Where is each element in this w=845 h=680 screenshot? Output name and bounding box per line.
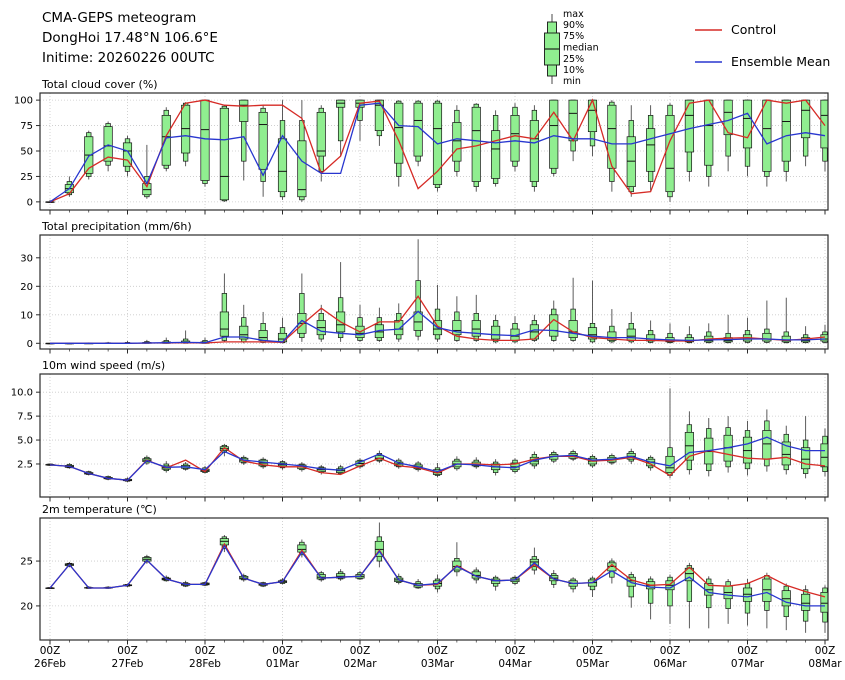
x-axis-labels: 00Z26Feb00Z27Feb00Z28Feb00Z01Mar00Z02Mar… xyxy=(34,645,842,670)
x-tick-hour: 00Z xyxy=(815,645,836,657)
panel-border xyxy=(39,517,829,641)
x-tick-date: 03Mar xyxy=(421,658,455,670)
x-tick-date: 28Feb xyxy=(189,658,221,670)
axes-ticks: 0 10 20 30 xyxy=(20,253,826,354)
y-tick-label: 75 xyxy=(20,121,33,132)
legend-box-label: 75% xyxy=(563,31,584,42)
x-tick-date: 02Mar xyxy=(343,658,377,670)
panel-border xyxy=(39,234,829,350)
x-tick-date: 05Mar xyxy=(576,658,610,670)
x-tick-hour: 00Z xyxy=(350,645,371,657)
panel-border xyxy=(39,373,829,498)
x-tick-hour: 00Z xyxy=(117,645,138,657)
y-tick-label: 0 xyxy=(27,197,33,208)
y-tick-label: 20 xyxy=(20,282,33,293)
y-tick-label: 25 xyxy=(20,557,33,568)
x-tick-date: 27Feb xyxy=(112,658,144,670)
legend-box-label: 25% xyxy=(563,54,584,65)
x-tick-hour: 00Z xyxy=(427,645,448,657)
panel-precipitation: 0 10 20 30 Total precipitation (mm/6h) xyxy=(20,220,829,354)
x-tick-date: 01Mar xyxy=(266,658,300,670)
box-plots-layer xyxy=(45,99,828,203)
x-tick-date: 26Feb xyxy=(34,658,66,670)
legend-ensemble-label: Ensemble Mean xyxy=(731,54,830,69)
y-tick-label: 30 xyxy=(20,253,33,264)
panel-border xyxy=(39,92,829,211)
x-tick-hour: 00Z xyxy=(272,645,293,657)
y-tick-label: 20 xyxy=(20,601,33,612)
x-tick-hour: 00Z xyxy=(737,645,758,657)
y-tick-label: 10.0 xyxy=(11,388,33,399)
x-tick-hour: 00Z xyxy=(40,645,61,657)
y-tick-label: 100 xyxy=(14,96,33,107)
y-tick-label: 10 xyxy=(20,310,33,321)
inittime-label: Initime: 20260226 00UTC xyxy=(42,50,215,66)
x-tick-date: 07Mar xyxy=(731,658,765,670)
station-label: DongHoi 17.48°N 106.6°E xyxy=(42,30,218,46)
legend-control-label: Control xyxy=(731,22,776,37)
box-plots-layer xyxy=(45,388,828,483)
x-tick-hour: 00Z xyxy=(195,645,216,657)
ensemble-mean-line xyxy=(49,102,826,203)
control-line xyxy=(49,98,826,203)
y-tick-label: 7.5 xyxy=(17,412,33,423)
panel-wind-speed: 2.5 5.0 7.5 10.0 10m wind speed (m/s) xyxy=(11,359,829,502)
legend-box-label: max xyxy=(563,9,584,20)
panel-title: Total cloud cover (%) xyxy=(41,78,158,91)
figure-header: CMA-GEPS meteogram DongHoi 17.48°N 106.6… xyxy=(42,8,218,68)
y-tick-label: 5.0 xyxy=(17,436,33,447)
x-tick-hour: 00Z xyxy=(582,645,603,657)
legend-box-label: min xyxy=(563,76,581,87)
ensemble-mean-line xyxy=(50,310,826,344)
legend-box-label: median xyxy=(563,43,599,54)
control-line xyxy=(49,446,826,481)
y-tick-label: 50 xyxy=(20,146,33,157)
grid-layer xyxy=(40,374,828,497)
panel-title: 10m wind speed (m/s) xyxy=(42,359,165,372)
panel-title: Total precipitation (mm/6h) xyxy=(41,220,192,233)
axes-ticks: 0 25 50 75 100 xyxy=(14,96,826,215)
panel-title: 2m temperature (℃) xyxy=(42,503,157,516)
x-tick-date: 04Mar xyxy=(498,658,532,670)
y-tick-label: 2.5 xyxy=(17,459,33,470)
ensemble-mean-line xyxy=(49,544,825,607)
x-tick-hour: 00Z xyxy=(505,645,526,657)
y-tick-label: 0 xyxy=(27,339,33,350)
y-tick-label: 25 xyxy=(20,172,33,183)
x-tick-date: 08Mar xyxy=(808,658,842,670)
legend-box-label: 10% xyxy=(563,65,584,76)
legend-box-label: 90% xyxy=(563,20,584,31)
x-tick-date: 06Mar xyxy=(653,658,687,670)
panel-cloud-cover: 0 25 50 75 100 Total cloud cover (%) xyxy=(14,78,829,215)
figure-title: CMA-GEPS meteogram xyxy=(42,10,197,26)
x-tick-hour: 00Z xyxy=(660,645,681,657)
ensemble-mean-line xyxy=(49,436,825,481)
axes-ticks: 2.5 5.0 7.5 10.0 xyxy=(11,388,826,502)
